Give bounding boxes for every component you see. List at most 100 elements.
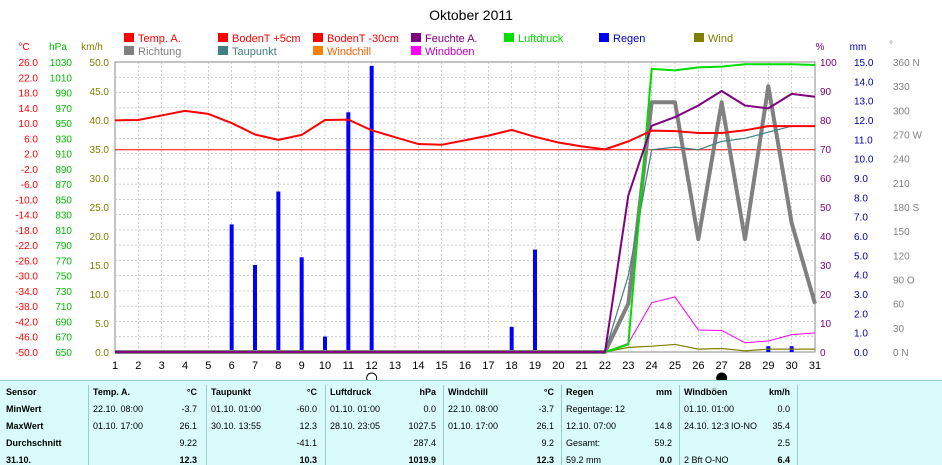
hum-tick: 90 xyxy=(820,87,832,98)
temp-min-date: 22.10. 08:00 xyxy=(93,404,144,414)
full-moon-icon xyxy=(366,372,378,380)
gust-min-date: 01.10. 01:00 xyxy=(684,404,735,414)
temp-tick: 22.0 xyxy=(19,73,39,84)
x-tick: 2 xyxy=(135,360,141,372)
press-tick: 650 xyxy=(55,348,72,359)
x-tick: 5 xyxy=(205,360,211,372)
rain-last-label: 59.2 mm xyxy=(566,455,602,465)
x-tick: 8 xyxy=(275,360,281,372)
temp-axis-unit: °C xyxy=(18,42,29,53)
rain-unit: mm xyxy=(655,387,672,397)
press-tick: 890 xyxy=(55,165,72,176)
press-unit: hPa xyxy=(419,387,436,397)
legend-swatch xyxy=(124,33,134,42)
temp-title: Temp. A. xyxy=(93,387,131,397)
temp-tick: -30.0 xyxy=(15,272,38,283)
x-tick: 29 xyxy=(762,360,774,372)
rain-max-date: 12.10. 07:00 xyxy=(566,421,617,431)
press-tick: 910 xyxy=(55,150,72,161)
hum-tick: 100 xyxy=(820,58,837,69)
legend-swatch xyxy=(694,33,704,42)
wind-tick: 35.0 xyxy=(90,145,110,156)
dew-title: Taupunkt xyxy=(211,387,251,397)
legend-label: Wind xyxy=(708,33,733,45)
x-tick: 18 xyxy=(506,360,518,372)
x-tick: 27 xyxy=(716,360,728,372)
temp-tick: -14.0 xyxy=(15,211,38,222)
legend-label: BodenT +5cm xyxy=(232,33,301,45)
press-tick: 810 xyxy=(55,226,72,237)
gust-unit: km/h xyxy=(768,387,790,397)
row-label-avg: Durchschnitt xyxy=(6,438,62,448)
rain-tick: 2.0 xyxy=(854,309,868,320)
hum-axis-unit: % xyxy=(816,42,825,53)
dir-tick: 0 N xyxy=(893,348,909,359)
gust-max-date: 24.10. 12:3 xyxy=(684,421,730,431)
legend-label: Luftdruck xyxy=(518,33,564,45)
wind-tick: 25.0 xyxy=(90,203,110,214)
temp-tick: -38.0 xyxy=(15,302,38,313)
temp-tick: -22.0 xyxy=(15,241,38,252)
press-tick: 710 xyxy=(55,302,72,313)
wind-tick: 30.0 xyxy=(90,174,110,185)
hum-tick: 80 xyxy=(820,116,832,127)
wind-tick: 45.0 xyxy=(90,87,110,98)
rain-bar xyxy=(509,326,514,352)
legend-swatch xyxy=(411,33,421,42)
rain-tick: 12.0 xyxy=(854,116,874,127)
x-tick: 7 xyxy=(252,360,258,372)
row-label-last: 31.10. xyxy=(6,455,32,465)
legend-swatch xyxy=(504,33,514,42)
rain-bar xyxy=(299,257,304,352)
temp-avg: 9.22 xyxy=(179,438,197,448)
press-column: Luftdruck hPa 01.10. 01:00 0.0 28.10. 23… xyxy=(326,381,442,465)
dew-unit: °C xyxy=(306,387,317,397)
press-min-value: 0.0 xyxy=(423,404,436,414)
temp-unit: °C xyxy=(186,387,197,397)
hum-tick: 60 xyxy=(820,174,832,185)
rain-last-value: 0.0 xyxy=(659,455,672,465)
chill-last: 12.3 xyxy=(536,455,554,465)
gust-title: Windböen xyxy=(684,387,728,397)
hum-tick: 50 xyxy=(820,203,832,214)
press-title: Luftdruck xyxy=(330,387,372,397)
legend-label: Feuchte A. xyxy=(425,33,478,45)
legend-swatch xyxy=(218,33,228,42)
rain-tick: 13.0 xyxy=(854,97,874,108)
legend-label: Temp. A. xyxy=(138,33,181,45)
press-tick: 790 xyxy=(55,241,72,252)
dew-min-date: 01.10. 01:00 xyxy=(211,404,262,414)
temp-column: Temp. A. °C 22.10. 08:00 -3.7 01.10. 17:… xyxy=(89,381,203,465)
wind-tick: 40.0 xyxy=(90,116,110,127)
press-max-value: 1027.5 xyxy=(408,421,436,431)
temp-tick: -18.0 xyxy=(15,226,38,237)
x-tick: 23 xyxy=(622,360,634,372)
rain-bar xyxy=(533,249,537,352)
dir-tick: 120 xyxy=(893,251,910,262)
press-tick: 1030 xyxy=(50,58,73,69)
press-tick: 730 xyxy=(55,287,72,298)
legend-label: Richtung xyxy=(138,46,181,58)
chill-avg: 9.2 xyxy=(541,438,554,448)
rain-bar xyxy=(253,265,257,352)
row-label-sensor: Sensor xyxy=(6,387,37,397)
rain-total-value: 59.2 xyxy=(654,438,672,448)
dew-avg: -41.1 xyxy=(296,438,317,448)
x-tick: 12 xyxy=(366,360,378,372)
press-tick: 670 xyxy=(55,333,72,344)
x-tick: 30 xyxy=(786,360,798,372)
rain-tick: 5.0 xyxy=(854,251,868,262)
dir-tick: 60 xyxy=(893,300,905,311)
rain-column: Regen mm Regentage: 12 12.10. 07:00 14.8… xyxy=(562,381,678,465)
row-label-max: MaxWert xyxy=(6,421,44,431)
x-tick: 9 xyxy=(299,360,305,372)
dir-tick: 150 xyxy=(893,227,910,238)
rain-tick: 1.0 xyxy=(854,329,868,340)
press-tick: 1010 xyxy=(50,73,73,84)
dew-last: 10.3 xyxy=(299,455,317,465)
legend-label: Regen xyxy=(613,33,645,45)
rain-tick: 15.0 xyxy=(854,58,874,69)
press-tick: 930 xyxy=(55,134,72,145)
statistics-table: Sensor MinWert MaxWert Durchschnitt 31.1… xyxy=(0,380,942,465)
rain-tick: 14.0 xyxy=(854,77,874,88)
